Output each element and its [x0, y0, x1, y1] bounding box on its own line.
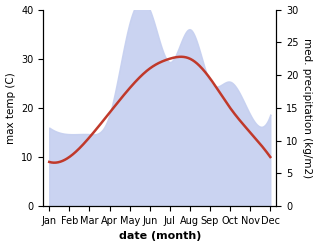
Y-axis label: max temp (C): max temp (C) [5, 72, 16, 144]
X-axis label: date (month): date (month) [119, 231, 201, 242]
Y-axis label: med. precipitation (kg/m2): med. precipitation (kg/m2) [302, 38, 313, 178]
